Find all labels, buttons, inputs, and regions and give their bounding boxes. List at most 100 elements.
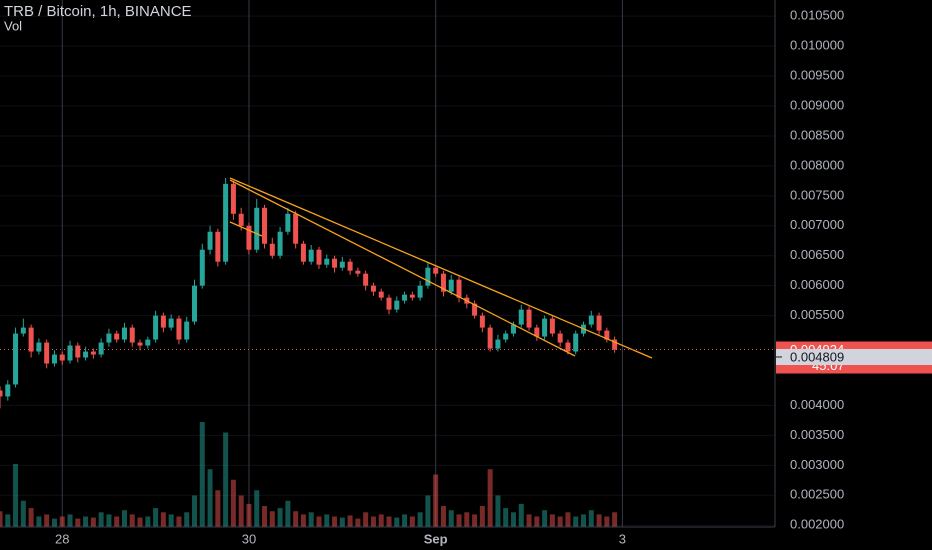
volume-bar <box>534 516 540 527</box>
candle-body <box>378 291 384 298</box>
x-tick-label: Sep <box>424 531 448 546</box>
candle-body <box>176 318 182 340</box>
candle-body <box>28 327 34 352</box>
volume-bar <box>262 506 268 527</box>
candle-body <box>417 285 423 298</box>
volume-bar <box>269 511 275 527</box>
x-tick-label: 30 <box>242 531 256 546</box>
volume-bar <box>386 516 392 527</box>
volume-bar <box>565 512 571 527</box>
candle-body <box>596 315 602 331</box>
volume-bar <box>13 464 19 527</box>
candle-body <box>604 330 610 340</box>
volume-bar <box>5 514 11 527</box>
candle-body <box>394 300 400 310</box>
volume-bar <box>160 512 166 527</box>
volume-bar <box>90 517 96 527</box>
candle-body <box>207 231 213 250</box>
volume-bar <box>378 514 384 527</box>
volume-bar <box>223 432 229 527</box>
y-tick-label: 0.009000 <box>790 97 844 112</box>
volume-bar <box>308 512 314 527</box>
candle-body <box>153 315 159 340</box>
volume-bar <box>394 517 400 527</box>
candle-body <box>230 183 236 214</box>
candle-body <box>269 243 275 256</box>
candle-body <box>5 384 11 397</box>
candle-body <box>20 327 26 334</box>
volume-bar <box>503 508 509 527</box>
volume-bar <box>59 516 65 527</box>
volume-bar <box>36 516 42 527</box>
volume-bar <box>230 479 236 527</box>
candle-body <box>557 333 563 343</box>
candle-body <box>612 339 618 350</box>
candle-body <box>129 327 135 343</box>
volume-bar <box>581 514 586 527</box>
y-tick-label: 0.008000 <box>790 157 844 172</box>
candle-body <box>425 267 431 286</box>
volume-bar <box>176 516 182 527</box>
candle-body <box>192 285 197 322</box>
volume-bar <box>215 490 221 527</box>
candle-body <box>145 339 151 346</box>
candle-body <box>36 342 42 352</box>
candle-body <box>510 324 516 334</box>
y-tick-label: 0.006000 <box>790 277 844 292</box>
candle-body <box>114 333 120 340</box>
candle-body <box>409 294 415 298</box>
candle-body <box>44 342 50 364</box>
volume-bar <box>137 517 143 527</box>
volume-bar <box>526 514 532 527</box>
candle-body <box>160 315 166 328</box>
y-tick-label: 0.003500 <box>790 427 844 442</box>
volume-bar <box>0 511 3 527</box>
volume-bar <box>596 514 602 527</box>
volume-bar <box>464 512 470 527</box>
volume-bar <box>184 512 190 527</box>
volume-bar <box>557 516 563 527</box>
candle-body <box>223 183 229 262</box>
volume-bar <box>433 474 439 527</box>
candle-body <box>355 270 361 274</box>
volume-bar <box>425 495 431 527</box>
y-tick-label: 0.006500 <box>790 247 844 262</box>
candle-body <box>277 231 283 256</box>
volume-bar <box>277 508 283 527</box>
volume-bar <box>324 514 330 527</box>
volume-bar <box>285 500 291 527</box>
candle-body <box>75 345 81 358</box>
volume-bar <box>363 512 369 527</box>
candle-body <box>67 345 73 361</box>
volume-bar <box>440 506 446 527</box>
trendlines <box>229 177 653 359</box>
volume-bar <box>83 516 89 527</box>
x-tick-label: 28 <box>55 531 69 546</box>
y-tick-label: 0.007500 <box>790 187 844 202</box>
volume-bar <box>542 510 548 527</box>
volume-bar <box>588 510 594 527</box>
candle-body <box>83 351 89 358</box>
volume-bar <box>332 516 338 527</box>
candle-body <box>433 267 439 274</box>
volume-bar <box>573 516 579 527</box>
volume-bar <box>106 514 112 527</box>
volume-bar <box>238 495 244 527</box>
candle-body <box>479 315 485 328</box>
volume-bar <box>355 518 361 527</box>
candle-body <box>51 354 57 364</box>
candle-body <box>300 243 306 262</box>
volume-bar <box>51 518 57 527</box>
volume-bar <box>472 514 478 527</box>
volume-bar <box>28 508 34 527</box>
volume-bar <box>114 516 120 527</box>
candle-body <box>316 249 322 265</box>
volume-bar <box>604 516 610 527</box>
volume-bar <box>207 469 213 527</box>
volume-bar <box>549 514 555 527</box>
volume-bar <box>20 500 26 527</box>
volume-bar <box>75 518 81 527</box>
candle-body <box>238 213 244 226</box>
volume-bar <box>316 516 322 527</box>
trendline <box>229 179 576 357</box>
